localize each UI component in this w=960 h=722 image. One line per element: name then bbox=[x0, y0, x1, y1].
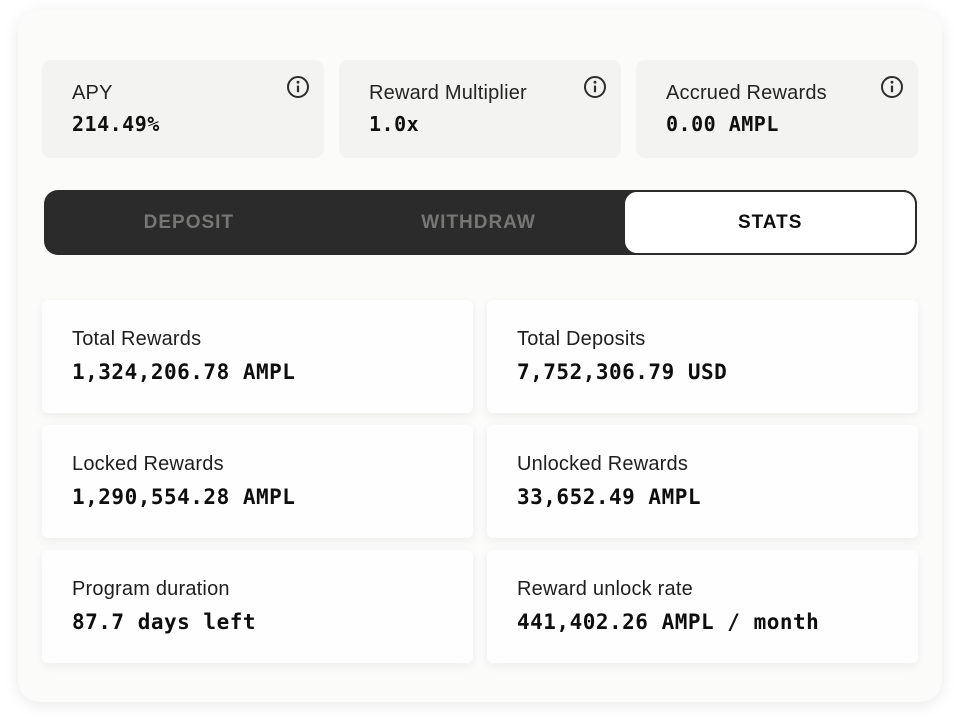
summary-card-reward-multiplier: Reward Multiplier 1.0x bbox=[339, 60, 621, 158]
geyser-stats-panel: APY 214.49% Reward Multiplier 1.0x bbox=[18, 10, 942, 702]
stat-label: Program duration bbox=[72, 578, 230, 600]
stat-value: 33,652.49 AMPL bbox=[517, 485, 702, 509]
info-icon[interactable] bbox=[880, 75, 904, 99]
stat-value: 7,752,306.79 USD bbox=[517, 360, 728, 384]
stat-label: Reward unlock rate bbox=[517, 578, 693, 600]
stat-label: Total Rewards bbox=[72, 328, 202, 350]
tab-deposit[interactable]: DEPOSIT bbox=[44, 190, 334, 255]
stat-value: 441,402.26 AMPL / month bbox=[517, 610, 820, 634]
info-icon[interactable] bbox=[286, 75, 310, 99]
stat-card-program-duration: Program duration 87.7 days left bbox=[42, 550, 473, 663]
tab-stats[interactable]: STATS bbox=[623, 190, 918, 255]
summary-card-label: APY bbox=[72, 82, 113, 104]
stat-value: 1,290,554.28 AMPL bbox=[72, 485, 296, 509]
info-icon[interactable] bbox=[583, 75, 607, 99]
tab-bar: DEPOSIT WITHDRAW STATS bbox=[44, 190, 918, 255]
stat-value: 87.7 days left bbox=[72, 610, 257, 634]
stat-value: 1,324,206.78 AMPL bbox=[72, 360, 296, 384]
summary-card-apy: APY 214.49% bbox=[42, 60, 324, 158]
stat-label: Total Deposits bbox=[517, 328, 646, 350]
stats-grid: Total Rewards 1,324,206.78 AMPL Total De… bbox=[42, 300, 918, 663]
tab-withdraw[interactable]: WITHDRAW bbox=[334, 190, 624, 255]
summary-card-accrued-rewards: Accrued Rewards 0.00 AMPL bbox=[636, 60, 918, 158]
summary-card-value: 214.49% bbox=[72, 112, 160, 136]
stat-label: Locked Rewards bbox=[72, 453, 224, 475]
summary-card-label: Accrued Rewards bbox=[666, 82, 827, 104]
stat-card-unlocked-rewards: Unlocked Rewards 33,652.49 AMPL bbox=[487, 425, 918, 538]
stat-card-reward-unlock-rate: Reward unlock rate 441,402.26 AMPL / mon… bbox=[487, 550, 918, 663]
stat-card-locked-rewards: Locked Rewards 1,290,554.28 AMPL bbox=[42, 425, 473, 538]
summary-row: APY 214.49% Reward Multiplier 1.0x bbox=[42, 60, 918, 158]
summary-card-value: 0.00 AMPL bbox=[666, 112, 779, 136]
summary-card-label: Reward Multiplier bbox=[369, 82, 527, 104]
stat-label: Unlocked Rewards bbox=[517, 453, 689, 475]
stat-card-total-deposits: Total Deposits 7,752,306.79 USD bbox=[487, 300, 918, 413]
summary-card-value: 1.0x bbox=[369, 112, 420, 136]
stat-card-total-rewards: Total Rewards 1,324,206.78 AMPL bbox=[42, 300, 473, 413]
